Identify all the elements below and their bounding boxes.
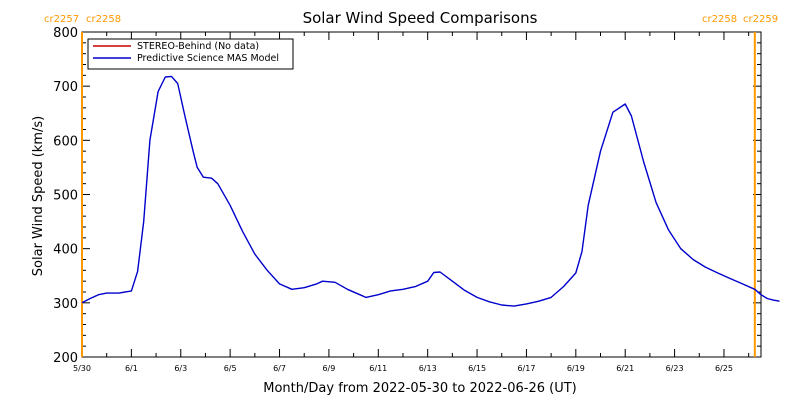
- y-tick-label: 500: [53, 189, 78, 204]
- y-axis-title: Solar Wind Speed (km/s): [31, 116, 46, 276]
- series-layer: [81, 75, 780, 307]
- series-line-1: [81, 75, 780, 307]
- x-tick-label: 5/30: [73, 364, 91, 373]
- carrington-label-left: cr2258: [702, 14, 737, 25]
- x-tick-label: 6/23: [666, 364, 684, 373]
- x-axis-title: Month/Day from 2022-05-30 to 2022-06-26 …: [263, 381, 576, 396]
- legend-box: [87, 38, 294, 70]
- x-tick-label: 6/3: [174, 364, 187, 373]
- x-tick-label: 6/21: [616, 364, 634, 373]
- y-tick-label: 300: [53, 297, 78, 312]
- legend: STEREO-Behind (No data)Predictive Scienc…: [87, 38, 294, 70]
- x-tick-label: 6/11: [369, 364, 387, 373]
- legend-entry-0: STEREO-Behind (No data): [137, 41, 259, 52]
- x-tick-label: 6/13: [419, 364, 437, 373]
- x-tick-label: 6/9: [322, 364, 335, 373]
- carrington-markers: cr2257 cr2258 cr2258 cr2259: [44, 14, 778, 357]
- carrington-label-right: cr2258: [86, 14, 121, 25]
- plot-area: 200 300 400 500 600 700 800 5/30 6/1 6/3 6/5 6/7 6/9…: [53, 26, 762, 373]
- chart-title: Solar Wind Speed Comparisons: [303, 9, 538, 27]
- carrington-label-right: cr2259: [743, 14, 778, 25]
- carrington-label-left: cr2257: [44, 14, 79, 25]
- x-tick-label: 6/7: [273, 364, 286, 373]
- x-tick-label: 6/5: [224, 364, 237, 373]
- plot-frame: [81, 31, 762, 358]
- legend-entry-1: Predictive Science MAS Model: [137, 53, 279, 64]
- y-tick-label: 600: [53, 134, 78, 149]
- x-tick-label: 6/17: [517, 364, 535, 373]
- y-tick-label: 400: [53, 243, 78, 258]
- x-tick-label: 6/1: [125, 364, 138, 373]
- y-tick-label: 200: [53, 351, 78, 366]
- x-tick-label: 6/25: [715, 364, 733, 373]
- y-tick-label: 700: [53, 80, 78, 95]
- x-tick-label: 6/19: [567, 364, 585, 373]
- y-tick-label: 800: [53, 26, 78, 41]
- x-tick-label: 6/15: [468, 364, 486, 373]
